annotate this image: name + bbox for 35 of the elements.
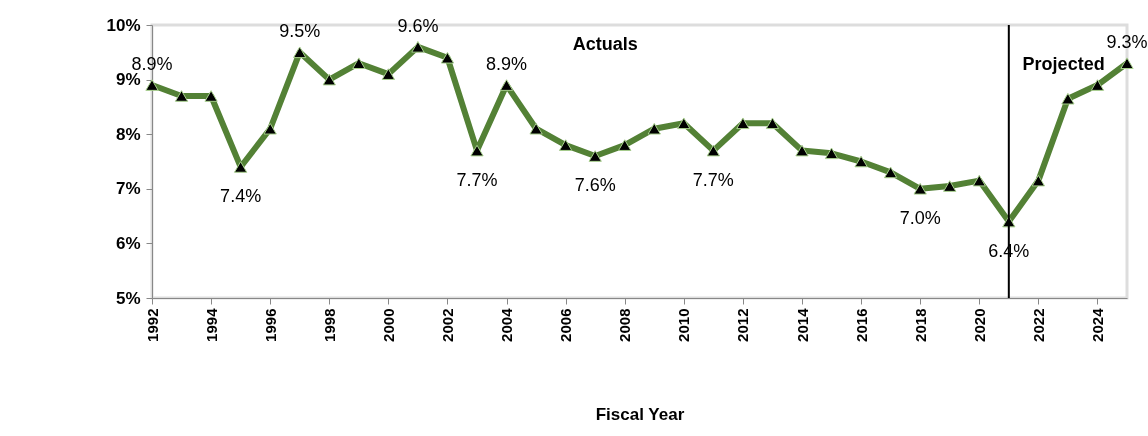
data-label: 7.7%: [692, 169, 734, 190]
x-tick-label: 2018: [911, 308, 929, 342]
x-tick-label: 2020: [970, 308, 988, 342]
x-tick-label: 2010: [675, 308, 693, 342]
y-tick-label: 7%: [115, 179, 141, 199]
x-tick-label: 2002: [438, 308, 456, 342]
x-tick-label: 2022: [1029, 308, 1047, 342]
data-label: 7.6%: [574, 175, 616, 196]
x-tick-label: 2012: [734, 308, 752, 342]
y-tick-label: 6%: [115, 233, 141, 253]
x-tick-label: 2006: [557, 308, 575, 342]
x-axis-title: Fiscal Year: [595, 404, 685, 424]
x-tick-label: 2024: [1088, 307, 1106, 342]
x-tick-label: 2004: [498, 307, 516, 342]
y-tick-label: 10%: [106, 15, 141, 35]
data-label: 7.0%: [899, 207, 941, 228]
x-tick-label: 2008: [616, 308, 634, 342]
annotation: Projected: [1022, 54, 1105, 74]
annotation: Actuals: [572, 34, 638, 54]
y-tick-label: 5%: [115, 288, 141, 308]
x-tick-label: 2000: [379, 308, 397, 342]
y-tick-label: 8%: [115, 124, 141, 144]
x-tick-label: 2016: [852, 308, 870, 342]
y-tick-label: 9%: [115, 70, 141, 90]
x-tick-label: 1994: [202, 307, 220, 342]
data-label: 9.3%: [1106, 32, 1148, 53]
data-label: 9.5%: [279, 21, 321, 42]
x-tick-label: 1998: [320, 308, 338, 342]
x-tick-label: 1996: [261, 308, 279, 342]
data-label: 7.4%: [220, 185, 262, 206]
x-tick-label: 1992: [143, 308, 161, 342]
data-label: 9.6%: [397, 15, 439, 36]
data-label: 8.9%: [486, 54, 528, 75]
x-tick-label: 2014: [793, 307, 811, 342]
data-label: 7.7%: [456, 169, 498, 190]
